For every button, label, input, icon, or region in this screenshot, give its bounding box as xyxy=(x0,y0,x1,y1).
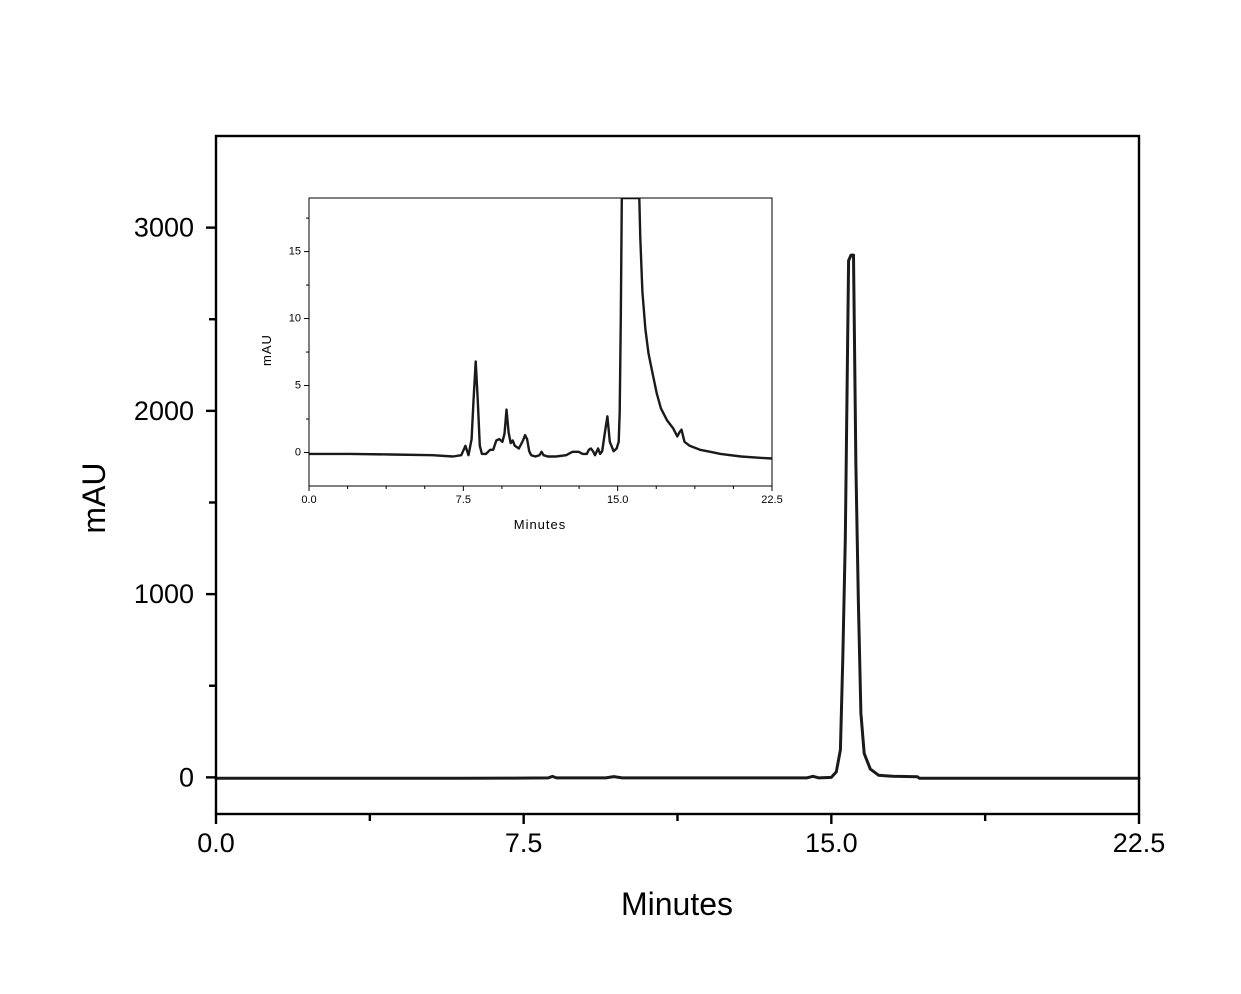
inset-y-tick-label: 10 xyxy=(289,313,301,325)
main-x-tick-label: 7.5 xyxy=(505,828,543,858)
inset-x-tick-label: 7.5 xyxy=(456,494,471,506)
inset-y-axis-title: mAU xyxy=(259,334,274,366)
inset-x-tick-label: 15.0 xyxy=(607,494,628,506)
main-trace-line xyxy=(214,253,1141,780)
inset-x-tick-label: 22.5 xyxy=(761,494,782,506)
main-chart: 0.0 7.5 15.0 22.5 0 1000 2000 3000 Minutes mAU xyxy=(76,134,1166,922)
main-y-tick-label: 0 xyxy=(179,762,194,792)
inset-y-tick-label: 0 xyxy=(295,447,301,459)
inset-trace-line xyxy=(309,198,772,460)
main-x-axis-title: Minutes xyxy=(621,886,733,922)
main-y-axis-title: mAU xyxy=(76,462,112,533)
inset-x-axis-title: Minutes xyxy=(514,517,567,532)
inset-plot-frame xyxy=(308,197,773,487)
main-plot-frame xyxy=(214,134,1141,816)
main-x-tick-label: 22.5 xyxy=(1113,828,1166,858)
inset-y-tick-label: 5 xyxy=(295,380,301,392)
main-y-tick-label: 3000 xyxy=(134,213,194,243)
main-x-tick-label: 15.0 xyxy=(805,828,858,858)
inset-y-tick-label: 15 xyxy=(289,246,301,258)
main-y-tick-label: 2000 xyxy=(134,396,194,426)
main-y-tick-label: 1000 xyxy=(134,579,194,609)
main-x-tick-label: 0.0 xyxy=(197,828,235,858)
inset-x-tick-label: 0.0 xyxy=(301,494,316,506)
inset-chart: 0.0 7.5 15.0 22.5 0 5 10 15 Minutes mAU xyxy=(259,197,783,532)
